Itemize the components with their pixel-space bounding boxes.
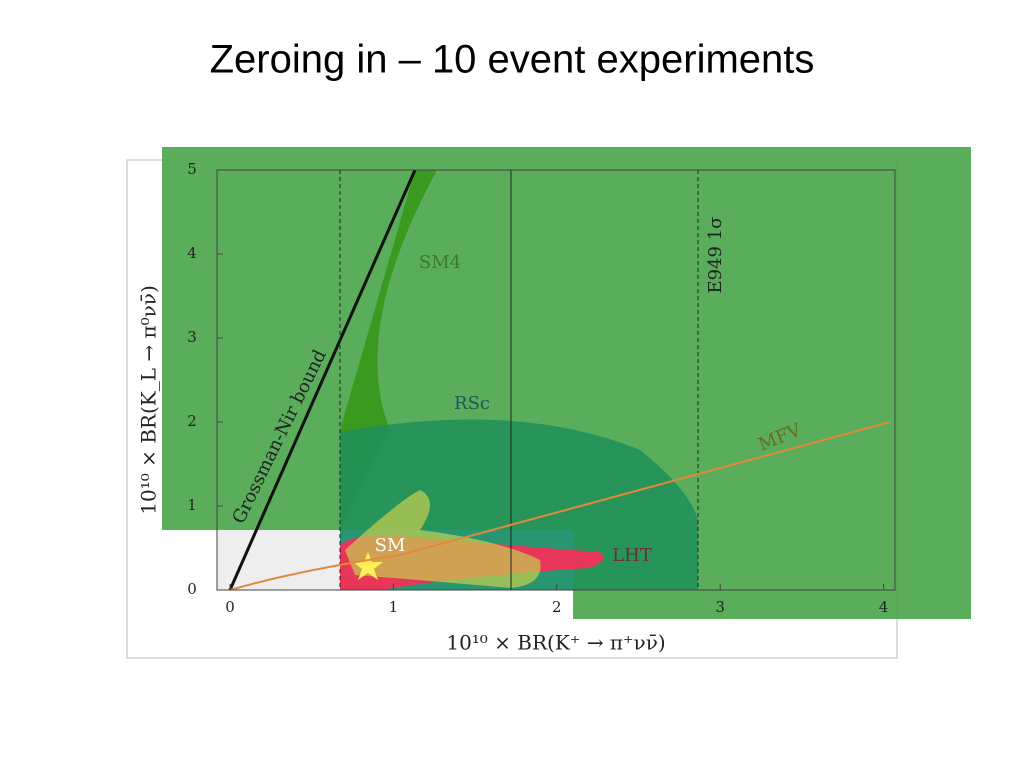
y-axis-label: 10¹⁰ × BR(K_L → π⁰νν̄) [137, 285, 161, 515]
y-tick-label: 2 [187, 412, 197, 430]
y-tick-label: 0 [187, 580, 197, 598]
slide-title: Zeroing in – 10 event experiments [210, 38, 815, 82]
x-tick-label: 0 [225, 598, 235, 616]
y-tick-label: 3 [187, 328, 197, 346]
x-tick-label: 4 [879, 598, 889, 616]
x-axis-label: 10¹⁰ × BR(K⁺ → π⁺νν̄) [446, 631, 665, 655]
sm-star [353, 552, 383, 580]
x-tick-label: 1 [389, 598, 399, 616]
gray-region [217, 530, 340, 590]
y-tick-label: 4 [187, 244, 197, 262]
annotation: SM [375, 535, 406, 556]
x-tick-label: 3 [715, 598, 725, 616]
y-tick-label: 5 [187, 160, 197, 178]
mfv-line [229, 421, 891, 591]
sm-region [345, 490, 541, 588]
annotation: RSc [454, 393, 490, 414]
y-tick-label: 1 [187, 496, 197, 514]
plot-frame [216, 169, 896, 591]
x-tick-label: 2 [552, 598, 562, 616]
annotation: LHT [612, 545, 652, 566]
grossman-nir-line [228, 169, 417, 591]
annotation: E949 1σ [705, 217, 726, 294]
annotation: SM4 [419, 252, 461, 273]
